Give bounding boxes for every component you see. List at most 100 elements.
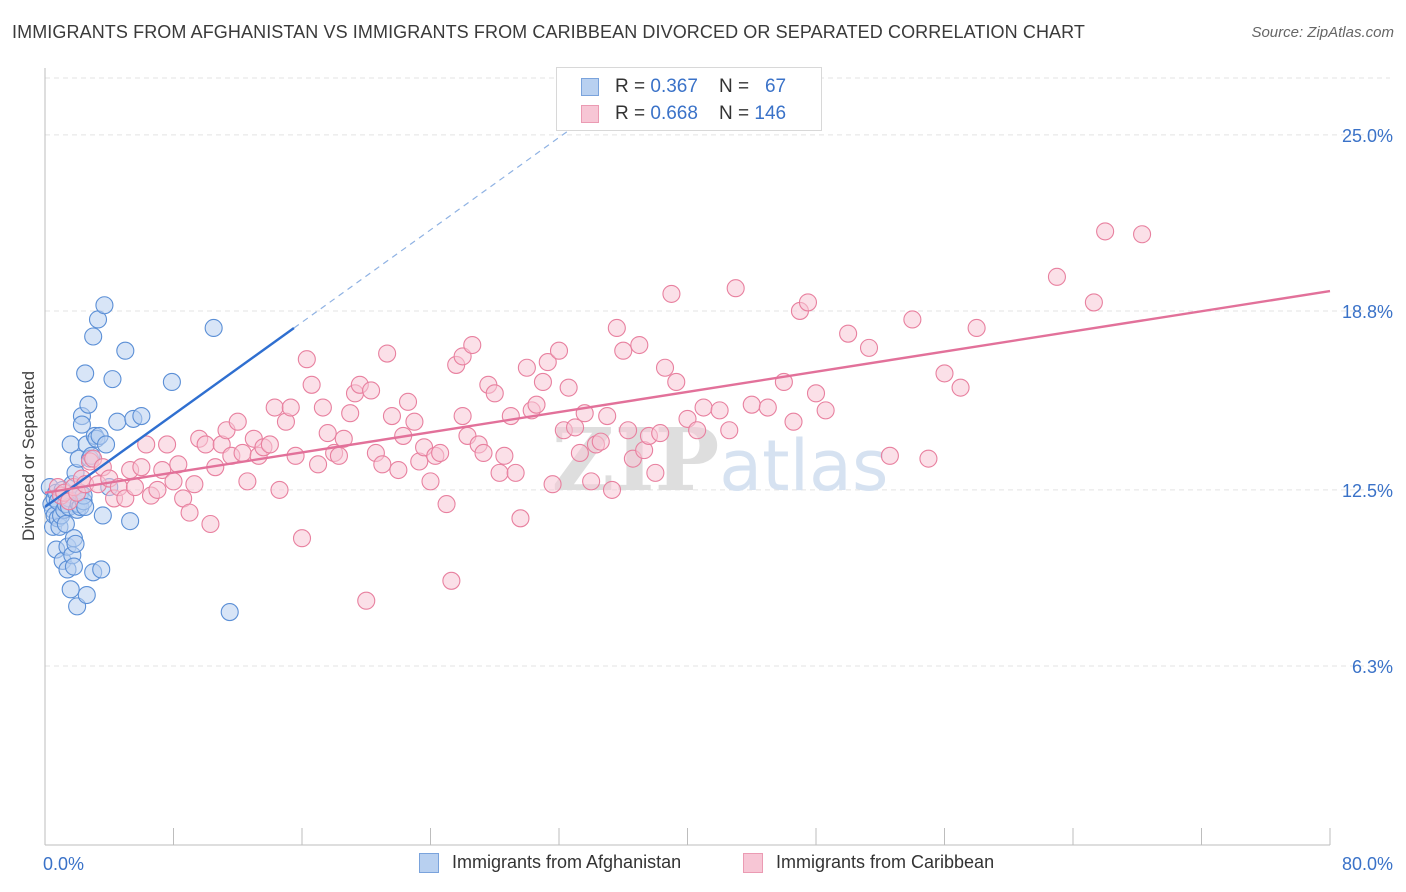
- caribbean-point: [490, 463, 509, 482]
- caribbean-point: [270, 480, 289, 499]
- caribbean-point: [798, 293, 818, 312]
- caribbean-point: [1133, 225, 1152, 244]
- caribbean-point: [334, 429, 353, 448]
- caribbean-point: [1096, 222, 1115, 241]
- caribbean-point: [630, 335, 649, 355]
- caribbean-point: [309, 455, 328, 474]
- caribbean-point: [431, 443, 450, 463]
- y-tick-label: 12.5%: [1342, 481, 1393, 501]
- caribbean-point: [511, 509, 530, 528]
- caribbean-point: [292, 529, 312, 548]
- caribbean-point: [196, 435, 215, 454]
- caribbean-point: [158, 435, 177, 454]
- caribbean-point: [646, 463, 665, 482]
- caribbean-point: [382, 406, 402, 426]
- caribbean-point: [527, 395, 546, 414]
- caribbean-legend-swatch: [743, 853, 763, 873]
- n-label: N =: [719, 76, 755, 97]
- afghanistan-point: [103, 370, 122, 389]
- caribbean-point: [373, 455, 392, 474]
- afghanistan-point: [121, 512, 140, 531]
- caribbean-swatch: [581, 105, 599, 123]
- caribbean-point: [1047, 267, 1066, 286]
- caribbean-point: [463, 335, 482, 355]
- afghanistan-point: [79, 395, 98, 414]
- afghanistan-point: [76, 364, 95, 383]
- r-value-caribbean: 0.668: [650, 103, 698, 124]
- caribbean-point: [903, 310, 922, 329]
- caribbean-point: [233, 443, 252, 463]
- caribbean-point: [651, 424, 670, 443]
- caribbean-point: [201, 514, 220, 534]
- caribbean-point: [148, 480, 167, 499]
- n-value-afghanistan: 67: [764, 76, 787, 97]
- caribbean-point: [662, 284, 681, 303]
- caribbean-point: [302, 375, 321, 394]
- caribbean-point: [742, 395, 761, 414]
- afghanistan-point: [77, 585, 96, 605]
- caribbean-point: [598, 406, 617, 426]
- caribbean-point: [582, 472, 601, 491]
- source-label: Source: ZipAtlas.com: [1251, 24, 1394, 41]
- afghanistan-trend-line: [44, 327, 295, 508]
- caribbean-point: [839, 324, 858, 343]
- caribbean-point: [533, 372, 552, 392]
- caribbean-point: [951, 378, 970, 397]
- caribbean-point: [501, 406, 520, 426]
- caribbean-point: [517, 358, 536, 377]
- afghanistan-point: [95, 296, 114, 315]
- afghanistan-point: [76, 497, 95, 517]
- y-tick-label: 25.0%: [1342, 126, 1393, 146]
- caribbean-point: [806, 384, 826, 403]
- caribbean-point: [421, 472, 440, 491]
- afghanistan-point: [132, 406, 151, 426]
- x-tick-label: 0.0%: [43, 854, 84, 874]
- y-axis-title: Divorced or Separated: [19, 371, 38, 541]
- caribbean-point: [655, 358, 675, 377]
- afghanistan-point: [204, 318, 223, 338]
- axis-labels: 6.3% 12.5% 18.8% 25.0% 0.0% 80.0% Divorced or …: [19, 126, 1393, 874]
- caribbean-point: [1084, 293, 1103, 312]
- caribbean-point: [967, 318, 986, 338]
- caribbean-point: [286, 446, 305, 465]
- afghanistan-point: [220, 603, 239, 622]
- caribbean-point: [543, 475, 562, 494]
- caribbean-point: [341, 404, 360, 423]
- r-value-afghanistan: 0.367: [650, 76, 698, 97]
- caribbean-point: [694, 398, 713, 417]
- caribbean-point: [313, 398, 332, 417]
- caribbean-point: [362, 381, 381, 400]
- caribbean-point: [442, 571, 461, 590]
- caribbean-point: [185, 475, 204, 494]
- caribbean-point: [506, 463, 525, 482]
- afghanistan-point: [93, 506, 112, 525]
- caribbean-point: [474, 443, 493, 463]
- afghanistan-legend-swatch: [419, 853, 439, 873]
- caribbean-point: [559, 378, 578, 397]
- n-value-caribbean: 146: [754, 103, 787, 124]
- caribbean-point: [607, 318, 626, 338]
- caribbean-point: [602, 480, 622, 499]
- caribbean-point: [260, 435, 279, 454]
- caribbean-point: [132, 458, 151, 477]
- gridlines: [45, 77, 1390, 667]
- caribbean-point: [357, 591, 376, 610]
- afghanistan-point: [116, 341, 135, 360]
- caribbean-point: [137, 435, 156, 454]
- caribbean-point: [164, 472, 183, 491]
- r-label: R =: [615, 76, 651, 97]
- caribbean-point: [405, 412, 424, 431]
- afghanistan-point: [56, 514, 75, 534]
- caribbean-point: [238, 472, 257, 491]
- caribbean-point: [389, 460, 408, 480]
- caribbean-point: [453, 406, 472, 426]
- caribbean-point: [566, 418, 585, 437]
- caribbean-point: [485, 384, 504, 403]
- caribbean-point: [710, 401, 729, 420]
- afghanistan-point: [66, 534, 85, 553]
- caribbean-point: [265, 398, 284, 417]
- caribbean-point: [859, 338, 879, 357]
- caribbean-point: [935, 364, 954, 383]
- caribbean-point: [495, 446, 514, 465]
